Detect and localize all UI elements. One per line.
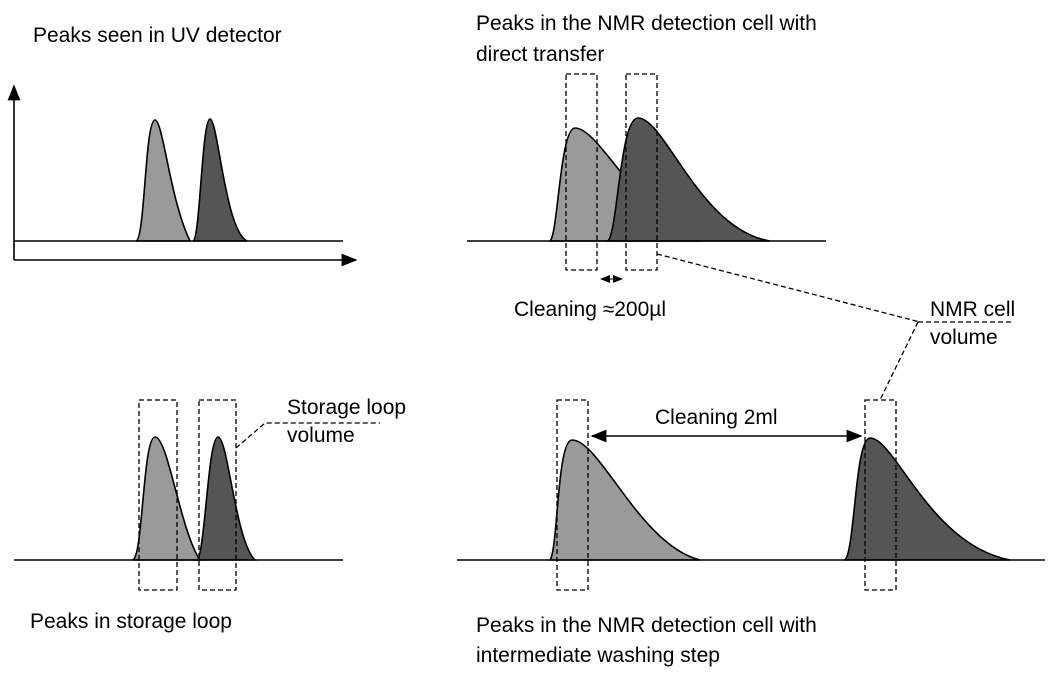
leader — [879, 321, 919, 401]
peak — [548, 439, 701, 561]
direct-title: Peaks in the NMR detection cell with dire… — [476, 12, 817, 66]
peak — [606, 117, 771, 242]
cell-box — [565, 73, 598, 271]
washing-cleaning: Cleaning 2ml — [655, 406, 778, 429]
leader — [235, 422, 380, 449]
uv-title: Peaks seen in UV detector — [33, 24, 282, 47]
peak — [843, 437, 1011, 561]
storage-title: Peaks in storage loop — [30, 610, 232, 633]
direct-cleaning: Cleaning ≈200µl — [514, 298, 666, 321]
leader — [656, 253, 921, 323]
nmr-label: NMR cell volume — [930, 298, 1015, 349]
cell-box — [556, 399, 589, 591]
peak — [132, 436, 202, 561]
cell-box — [864, 399, 897, 591]
peak — [192, 118, 248, 242]
cell-box — [625, 73, 658, 271]
peak — [194, 436, 257, 561]
storage-label: Storage loop volume — [287, 396, 406, 447]
loop-box — [198, 399, 237, 591]
loop-box — [138, 399, 178, 591]
peak — [135, 119, 192, 242]
washing-title: Peaks in the NMR detection cell with inte… — [476, 614, 817, 667]
